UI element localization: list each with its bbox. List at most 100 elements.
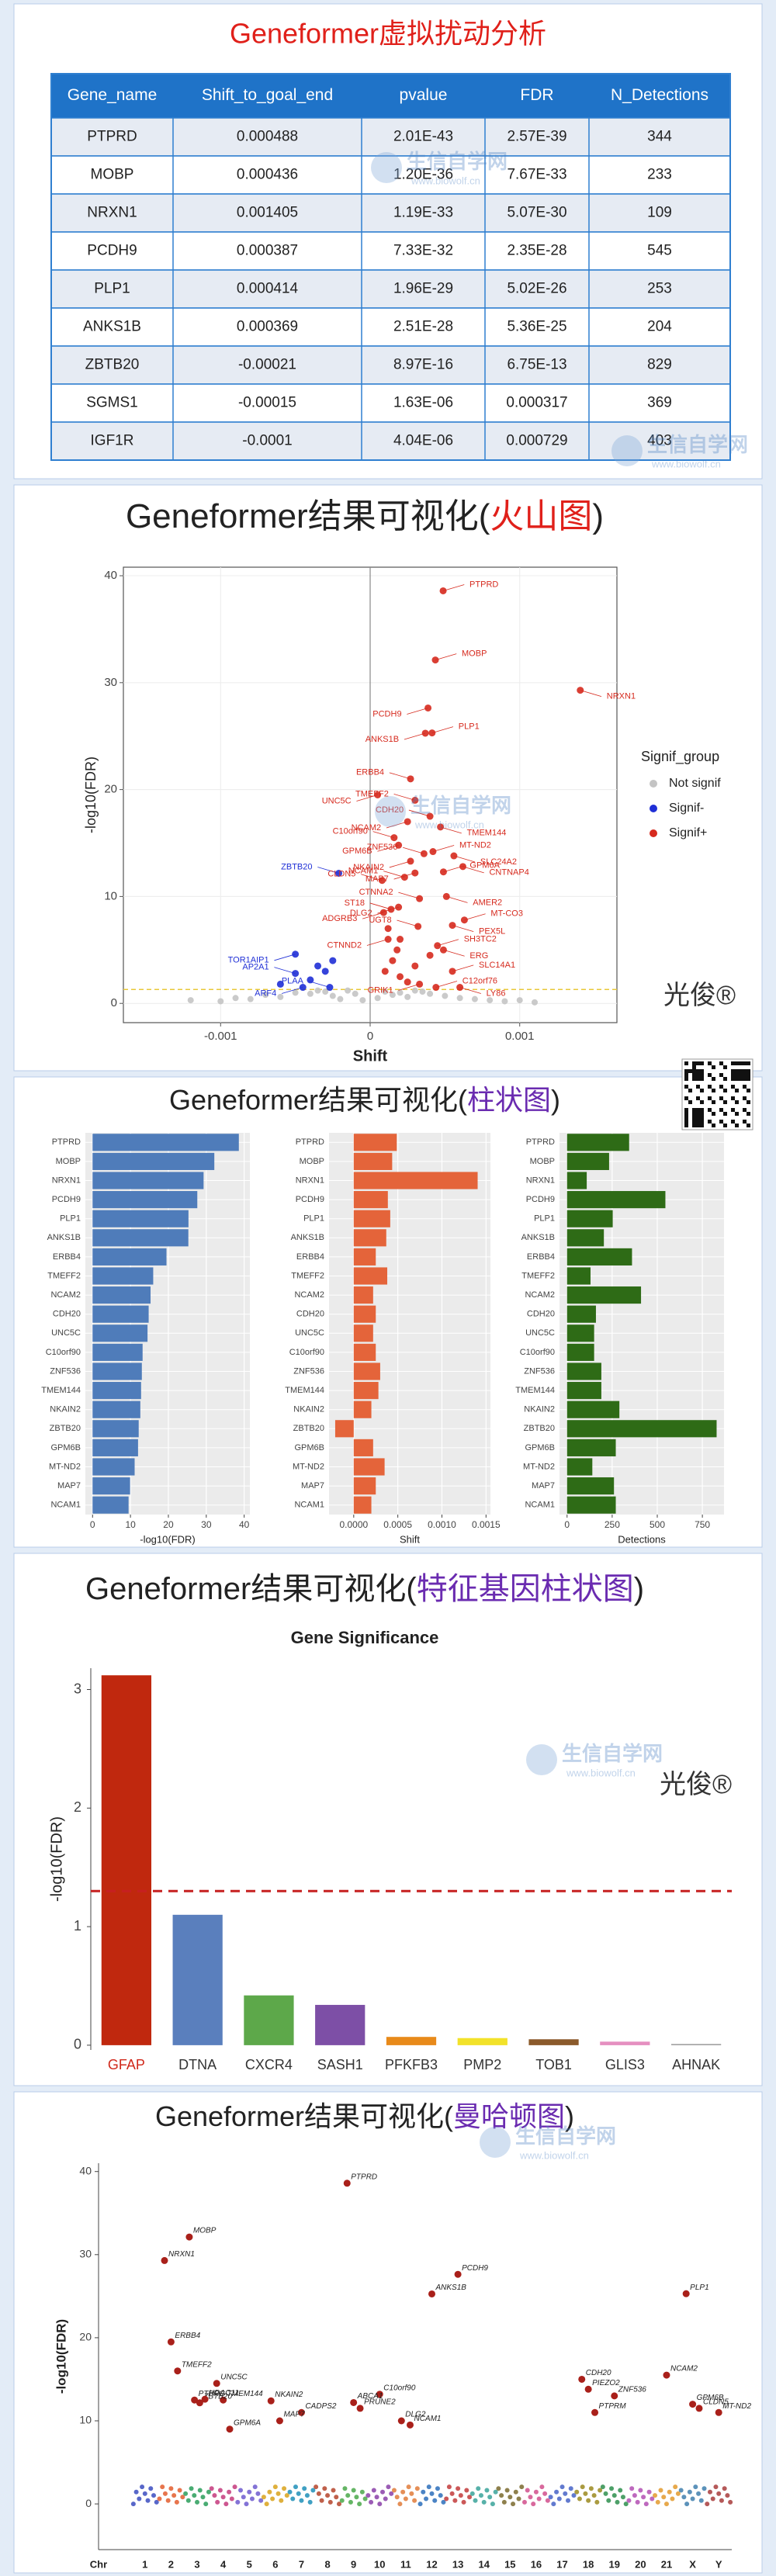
- point: [314, 987, 321, 994]
- y-tick-label: MAP7: [57, 1481, 81, 1491]
- background-point: [351, 2488, 356, 2493]
- point: [532, 999, 538, 1006]
- table-cell: -0.00015: [238, 395, 296, 411]
- qr-cell: [684, 1116, 688, 1120]
- point: [384, 925, 392, 933]
- x-tick-label: PFKFB3: [385, 2057, 438, 2072]
- background-point: [177, 2488, 182, 2493]
- y-tick-label: ZNF536: [524, 1366, 555, 1376]
- qr-cell: [735, 1073, 739, 1077]
- background-point: [255, 2491, 261, 2496]
- point: [411, 987, 418, 994]
- point: [397, 973, 404, 981]
- qr-cell: [739, 1069, 743, 1073]
- y-tick-label: MOBP: [300, 1157, 324, 1166]
- background-point: [461, 2499, 466, 2505]
- background-point: [580, 2484, 585, 2490]
- background-point: [641, 2495, 646, 2500]
- point: [591, 2408, 599, 2416]
- background-point: [670, 2496, 675, 2502]
- bar: [566, 1134, 629, 1151]
- background-point: [171, 2493, 177, 2498]
- label-leader: [362, 912, 384, 919]
- chr-label: 20: [635, 2558, 646, 2570]
- background-point: [287, 2489, 293, 2495]
- qr-cell: [696, 1112, 700, 1116]
- point-label: PRUNE2: [364, 2398, 396, 2407]
- background-point: [331, 2488, 336, 2493]
- background-point: [519, 2484, 525, 2490]
- point-label: MAP7: [365, 874, 389, 884]
- point: [345, 987, 352, 994]
- background-point: [334, 2495, 339, 2500]
- point-label: AMER2: [473, 898, 502, 907]
- x-axis-label: Detections: [618, 1533, 666, 1545]
- point-label: UNC5C: [220, 2373, 248, 2381]
- table-cell: 403: [647, 433, 672, 449]
- background-point: [203, 2502, 209, 2507]
- background-point: [348, 2499, 353, 2505]
- label-leader: [369, 902, 392, 910]
- watermark: 生信自学网 www.biowolf.cn: [375, 794, 511, 830]
- qr-cell: [723, 1089, 727, 1092]
- point: [471, 995, 478, 1002]
- background-point: [359, 2489, 365, 2495]
- chr-label: 9: [351, 2558, 356, 2570]
- point: [213, 2380, 220, 2387]
- y-tick-label: ANKS1B: [521, 1233, 555, 1242]
- table-cell: 5.02E-26: [507, 281, 566, 297]
- label-leader: [398, 892, 420, 899]
- y-tick-label: 40: [79, 2164, 92, 2176]
- background-point: [165, 2498, 171, 2503]
- background-point: [130, 2502, 136, 2507]
- bar: [566, 1210, 613, 1227]
- qr-cell: [735, 1112, 739, 1116]
- point: [404, 993, 411, 1000]
- watermark-url: www.biowolf.cn: [651, 458, 721, 469]
- bar: [92, 1286, 151, 1304]
- background-point: [449, 2491, 455, 2496]
- point: [382, 989, 389, 995]
- point: [487, 997, 494, 1004]
- point-label: CLDN5: [327, 870, 355, 879]
- point-label: MAP7: [283, 2411, 305, 2419]
- point-label: PIEZO2: [592, 2379, 620, 2387]
- qr-cell: [712, 1065, 715, 1069]
- y-tick-label: 30: [104, 676, 117, 689]
- qr-cell: [719, 1120, 723, 1124]
- point-label: NCAM1: [348, 867, 379, 876]
- point: [277, 993, 284, 1000]
- background-point: [568, 2486, 573, 2491]
- table-cell: 253: [647, 281, 672, 297]
- label-leader: [398, 984, 420, 991]
- bar: [566, 1362, 601, 1380]
- background-point: [389, 2491, 394, 2496]
- point-label: PCDH9: [372, 709, 401, 718]
- watermark-url: www.biowolf.cn: [411, 175, 480, 186]
- background-point: [710, 2496, 715, 2502]
- y-tick-label: ERBB4: [296, 1252, 324, 1262]
- y-tick-label: CDH20: [296, 1310, 324, 1319]
- panel-title: Geneformer结果可视化(曼哈顿图): [155, 2100, 574, 2132]
- qr-cell: [684, 1112, 688, 1116]
- chr-label: 6: [272, 2558, 278, 2570]
- x-tick-label: GLIS3: [605, 2057, 645, 2072]
- background-point: [609, 2486, 615, 2491]
- title-part: ): [634, 1572, 644, 1606]
- qr-cell: [700, 1112, 704, 1116]
- label-leader: [403, 847, 424, 854]
- point-label: DLG2: [405, 2411, 426, 2419]
- watermark-text: 生信自学网: [515, 2124, 616, 2148]
- point-label: TMEFF2: [355, 789, 389, 798]
- legend-label: Signif-: [669, 802, 704, 815]
- table-cell: 6.75E-13: [507, 357, 566, 373]
- background-point: [554, 2489, 559, 2495]
- qr-cell: [719, 1108, 723, 1112]
- table-cell: 2.01E-43: [393, 129, 453, 145]
- background-point: [322, 2486, 327, 2491]
- qr-cell: [731, 1061, 735, 1065]
- point-label: NCAM2: [670, 2365, 698, 2373]
- point: [297, 2408, 305, 2416]
- bar: [353, 1382, 379, 1400]
- qr-cell: [696, 1096, 700, 1100]
